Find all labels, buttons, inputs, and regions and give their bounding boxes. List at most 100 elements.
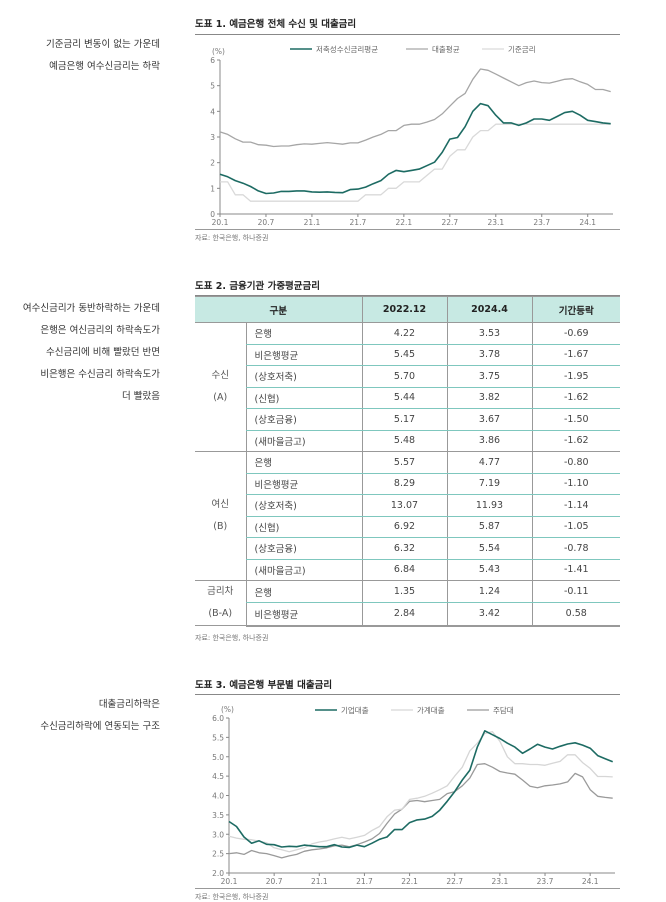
- value-2022-12: 5.57: [361, 451, 447, 474]
- row-label: 비은행평균: [245, 473, 362, 495]
- y-tick-label: 3: [210, 133, 215, 142]
- x-tick-label: 20.1: [212, 218, 229, 227]
- side-note-line: 예금은행 여수신금리는 하락: [49, 61, 160, 72]
- x-tick-label: 21.1: [311, 877, 328, 886]
- value-2022-12: 5.17: [361, 408, 447, 431]
- table-row: (상호금융) 5.17 3.67 -1.50: [195, 408, 620, 431]
- value-2024-4: 5.87: [446, 516, 532, 538]
- figure3-title: 도표 3. 예금은행 부문별 대출금리: [195, 680, 333, 691]
- row-label: (상호금융): [245, 537, 362, 560]
- row-group-label: 수신 (A): [195, 322, 246, 452]
- value-change: -1.62: [531, 430, 620, 452]
- figure3-source: 자료: 한국은행, 하나증권: [195, 893, 269, 901]
- x-tick-label: 21.7: [350, 218, 367, 227]
- side-note-line: 여수신금리가 동반하락하는 가운데: [22, 303, 160, 314]
- x-tick-label: 21.1: [304, 218, 321, 227]
- series-line-3: [220, 123, 611, 202]
- x-tick-label: 20.1: [221, 877, 238, 886]
- x-tick-label: 23.7: [533, 218, 550, 227]
- value-change: -1.10: [531, 473, 620, 495]
- y-tick-label: 5.0: [212, 753, 224, 762]
- value-2024-4: 3.78: [446, 344, 532, 366]
- series-line-2: [228, 730, 613, 853]
- divider: [195, 295, 620, 296]
- header-2024-4: 2024.4: [446, 296, 532, 323]
- figure2-title: 도표 2. 금융기관 가중평균금리: [195, 281, 321, 292]
- divider: [195, 34, 620, 35]
- value-change: -1.50: [531, 408, 620, 431]
- table-row: (신협) 5.44 3.82 -1.62: [195, 387, 620, 409]
- value-change: -0.80: [531, 451, 620, 474]
- group-label-line: (A): [213, 392, 228, 403]
- x-tick-label: 23.7: [537, 877, 554, 886]
- legend-label: 대출평균: [432, 44, 460, 54]
- table-row: (새마을금고) 6.84 5.43 -1.41: [195, 559, 620, 581]
- value-2022-12: 4.22: [361, 322, 447, 345]
- group-label-line: (B): [213, 521, 228, 532]
- side-note-line: 더 빨랐음: [122, 391, 160, 402]
- value-2022-12: 6.32: [361, 537, 447, 560]
- x-tick-label: 22.1: [401, 877, 418, 886]
- figure1-chart: (%) 0 1 2 3 4 5 6 20.1 20.7 21.1 21.7 22.1 22.7 23.1 23…: [210, 44, 613, 227]
- x-tick-label: 23.1: [487, 218, 504, 227]
- value-2024-4: 11.93: [446, 494, 532, 517]
- value-2022-12: 6.84: [361, 559, 447, 581]
- x-tick-label: 23.1: [492, 877, 509, 886]
- value-2024-4: 5.54: [446, 537, 532, 560]
- legend-label: 기업대출: [341, 705, 369, 715]
- table-row: 비은행평균 2.84 3.42 0.58: [195, 602, 620, 627]
- value-2024-4: 3.86: [446, 430, 532, 452]
- x-tick-label: 22.1: [396, 218, 413, 227]
- value-2024-4: 3.53: [446, 322, 532, 345]
- figure2-source: 자료: 한국은행, 하나증권: [195, 634, 269, 642]
- legend-label: 가계대출: [417, 705, 445, 715]
- figure1-title: 도표 1. 예금은행 전체 수신 및 대출금리: [195, 19, 357, 30]
- series-line-1: [219, 102, 611, 195]
- value-2022-12: 1.35: [361, 580, 447, 604]
- table-row: 비은행평균 5.45 3.78 -1.67: [195, 344, 620, 366]
- row-label: 비은행평균: [245, 602, 362, 627]
- table-row: (상호저축) 5.70 3.75 -1.95: [195, 365, 620, 388]
- value-2022-12: 6.92: [361, 516, 447, 538]
- side-note-line: 비은행은 수신금리 하락속도가: [40, 369, 160, 380]
- table-row: (신협) 6.92 5.87 -1.05: [195, 516, 620, 538]
- rate-table: 구분 2022.12 2024.4 기간등락 수신 (A) 은행 4.22 3.53 -0…: [195, 296, 620, 627]
- value-2024-4: 3.67: [446, 408, 532, 431]
- table-header-row: 구분 2022.12 2024.4 기간등락: [195, 296, 620, 323]
- divider: [195, 229, 620, 230]
- value-2022-12: 5.48: [361, 430, 447, 452]
- side-note-line: 대출금리하락은: [98, 699, 160, 710]
- value-2022-12: 8.29: [361, 473, 447, 495]
- header-category: 구분: [195, 296, 362, 323]
- side-note-2: 여수신금리가 동반하락하는 가운데 은행은 여신금리의 하락속도가 수신금리에 …: [23, 298, 160, 408]
- row-label: (신협): [245, 516, 362, 538]
- row-label: 비은행평균: [245, 344, 362, 366]
- value-change: -1.05: [531, 516, 620, 538]
- value-2022-12: 5.45: [361, 344, 447, 366]
- header-change: 기간등락: [531, 296, 620, 323]
- group-label-line: 금리차: [207, 586, 234, 597]
- table-row: 여신 (B) 은행 5.57 4.77 -0.80: [195, 451, 620, 581]
- value-change: -1.14: [531, 494, 620, 517]
- row-label: 은행: [245, 322, 362, 345]
- value-2022-12: 13.07: [361, 494, 447, 517]
- value-2024-4: 4.77: [446, 451, 532, 474]
- legend-label: 저축성수신금리평균: [316, 44, 378, 54]
- group-label-line: 수신: [211, 370, 229, 381]
- figure1-source: 자료: 한국은행, 하나증권: [195, 234, 269, 242]
- table-row: (상호금융) 6.32 5.54 -0.78: [195, 537, 620, 560]
- figure3-chart: (%) 2.0 2.5 3.0 3.5 4.0 4.5 5.0 5.5 6.0 20.1 20.7 21…: [212, 705, 615, 886]
- table-row: 금리차 (B-A) 은행 1.35 1.24 -0.11: [195, 580, 620, 626]
- value-2024-4: 1.24: [446, 580, 532, 604]
- x-tick-label: 22.7: [446, 877, 463, 886]
- table-row: (새마을금고) 5.48 3.86 -1.62: [195, 430, 620, 452]
- y-tick-label: 4.5: [212, 772, 224, 781]
- y-tick-label: 5: [210, 82, 215, 91]
- divider: [195, 694, 620, 695]
- row-label: (상호저축): [245, 365, 362, 388]
- side-note-3: 대출금리하락은 수신금리하락에 연동되는 구조: [40, 694, 160, 738]
- value-change: -1.41: [531, 559, 620, 581]
- value-change: -0.11: [531, 580, 620, 604]
- row-label: (상호저축): [245, 494, 362, 517]
- header-2022-12: 2022.12: [361, 296, 447, 323]
